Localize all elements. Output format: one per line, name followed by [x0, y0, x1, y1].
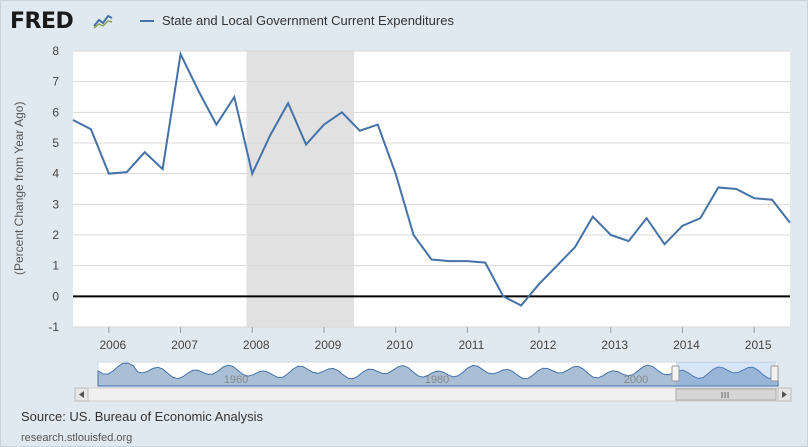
x-tick-label: 2015 [745, 338, 772, 352]
fred-logo[interactable]: FRED [10, 9, 74, 34]
y-tick-label: 0 [52, 289, 59, 303]
y-tick-label: 7 [52, 75, 59, 89]
y-tick-label: 4 [52, 167, 59, 181]
y-tick-label: 2 [52, 228, 59, 242]
x-tick-label: 2013 [601, 338, 628, 352]
source-note: Source: US. Bureau of Economic Analysis [21, 409, 264, 424]
x-tick-label: 2012 [530, 338, 557, 352]
y-tick-label: 3 [52, 197, 59, 211]
legend-swatch [140, 19, 154, 22]
y-tick-label: -1 [48, 320, 59, 334]
plot-area [73, 51, 790, 327]
series-line [72, 50, 791, 307]
y-tick-label: 6 [52, 105, 59, 119]
x-tick-label: 2007 [171, 338, 198, 352]
y-tick-label: 1 [52, 259, 59, 273]
x-tick-label: 2006 [99, 338, 126, 352]
fred-chart-icon [92, 10, 114, 30]
site-link[interactable]: research.stlouisfed.org [21, 432, 133, 444]
recession-shading [246, 51, 355, 327]
chart-legend[interactable]: State and Local Government Current Expen… [140, 13, 454, 28]
y-tick-label: 8 [52, 44, 59, 58]
x-tick-label: 2011 [458, 338, 484, 352]
y-tick-label: 5 [52, 136, 59, 150]
x-tick-label: 2008 [243, 338, 270, 352]
x-tick-label: 2010 [386, 338, 413, 352]
x-tick-label: 2014 [673, 338, 700, 352]
legend-label: State and Local Government Current Expen… [162, 13, 454, 28]
x-tick-label: 2009 [315, 338, 342, 352]
